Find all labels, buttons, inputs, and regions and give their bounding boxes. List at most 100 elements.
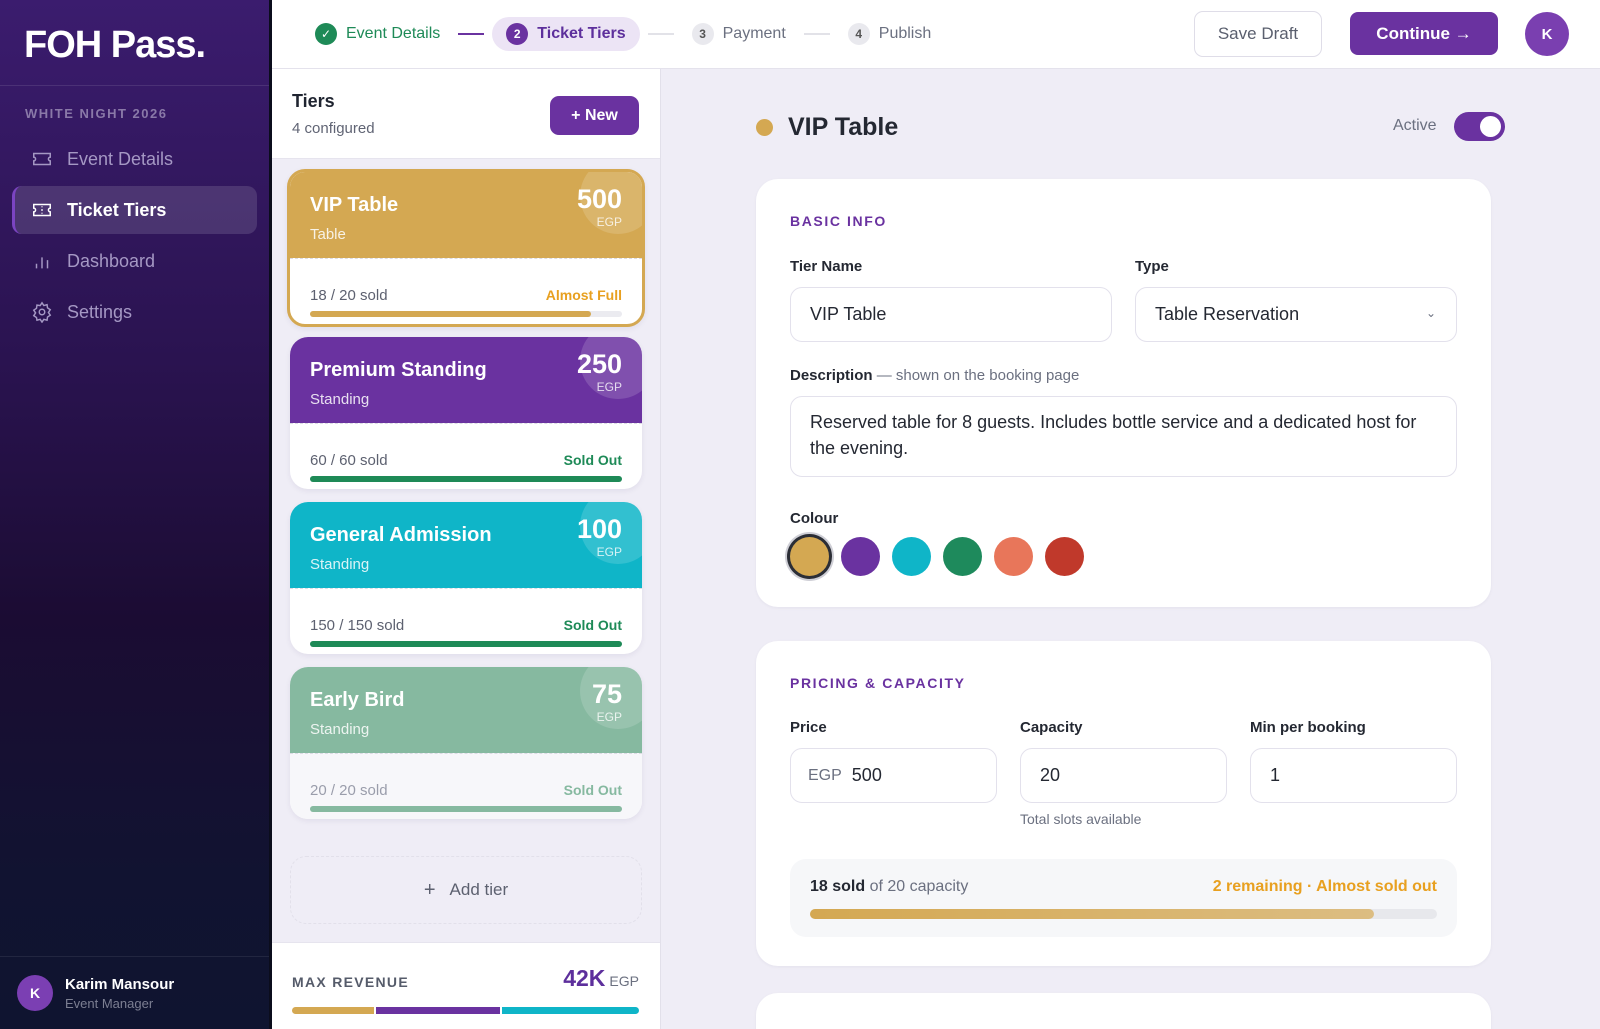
tier-card-header: Premium Standing Standing 250 EGP — [290, 337, 642, 423]
tier-sold: 60 / 60 sold — [310, 452, 388, 469]
tier-card[interactable]: VIP Table Table 500 EGP 18 / 20 sold Alm… — [287, 169, 645, 327]
step-payment[interactable]: 3 Payment — [682, 17, 796, 51]
chevron-down-icon: ⌄ — [1425, 306, 1436, 320]
step-ticket-tiers[interactable]: 2 Ticket Tiers — [492, 17, 640, 51]
step-connector — [458, 33, 485, 35]
tier-sold: 20 / 20 sold — [310, 782, 388, 799]
tier-progress-bar — [310, 311, 622, 317]
colour-swatch[interactable] — [892, 537, 931, 576]
tier-name: VIP Table — [310, 194, 399, 216]
plus-icon: + — [423, 878, 436, 901]
tier-status-badge: Almost Full — [545, 287, 622, 303]
tier-progress-bar — [310, 806, 622, 812]
tier-card-header: General Admission Standing 100 EGP — [290, 502, 642, 588]
type-label: Type — [1135, 258, 1169, 275]
tier-status-badge: Sold Out — [563, 452, 622, 468]
section-title: BASIC INFO — [790, 213, 887, 229]
tier-card-footer: 150 / 150 sold Sold Out — [290, 588, 642, 654]
gear-icon — [32, 301, 52, 323]
basic-info-panel: BASIC INFO Tier Name VIP Table Type Tabl… — [756, 179, 1491, 607]
pricing-panel: PRICING & CAPACITY Price EGP 500 Capacit… — [756, 641, 1491, 966]
tier-price: 100 EGP — [576, 514, 622, 560]
sold-summary: 18 sold of 20 capacity — [810, 878, 969, 895]
step-number: 2 — [506, 23, 529, 45]
sidebar-item-label: Dashboard — [67, 250, 156, 271]
tier-color-dot — [756, 119, 773, 136]
sidebar-item-ticket-tiers[interactable]: Ticket Tiers — [12, 186, 257, 234]
step-event-details[interactable]: ✓ Event Details — [315, 17, 450, 51]
currency-prefix: EGP — [808, 766, 842, 784]
revenue-segment — [376, 1007, 500, 1014]
user-profile[interactable]: K Karim Mansour Event Manager — [0, 956, 269, 1029]
tier-card[interactable]: Early Bird Standing 75 EGP 20 / 20 sold … — [290, 667, 642, 819]
tier-name: Early Bird — [310, 689, 405, 711]
step-publish[interactable]: 4 Publish — [838, 17, 941, 51]
colour-swatch[interactable] — [790, 537, 829, 576]
user-role: Event Manager — [65, 995, 154, 1011]
sidebar-item-event-details[interactable]: Event Details — [12, 135, 257, 183]
avatar[interactable]: K — [1525, 12, 1569, 56]
capacity-label: Capacity — [1020, 719, 1083, 736]
tier-card-header: Early Bird Standing 75 EGP — [290, 667, 642, 753]
colour-swatch[interactable] — [841, 537, 880, 576]
step-label: Event Details — [346, 25, 441, 42]
step-label: Payment — [722, 25, 786, 42]
step-connector — [803, 33, 830, 35]
next-panel — [756, 993, 1491, 1029]
event-name-label: WHITE NIGHT 2026 — [25, 106, 168, 121]
tiers-panel: Tiers 4 configured + New VIP Table Table… — [272, 69, 661, 1029]
logo: FOH Pass. — [0, 0, 269, 86]
sidebar-nav: Event Details Ticket Tiers Dashboard Set… — [0, 135, 269, 336]
tier-name-input[interactable]: VIP Table — [790, 287, 1112, 342]
tier-price: 500 EGP — [576, 184, 622, 230]
colour-picker — [790, 537, 1084, 576]
colour-swatch[interactable] — [1045, 537, 1084, 576]
tier-name: Premium Standing — [310, 359, 487, 381]
min-per-booking-label: Min per booking — [1250, 719, 1366, 736]
price-input[interactable]: EGP 500 — [790, 748, 997, 803]
tier-price: 250 EGP — [576, 349, 622, 395]
revenue-segment — [501, 1007, 639, 1014]
tiers-header: Tiers 4 configured + New — [272, 69, 660, 159]
active-label: Active — [1393, 117, 1437, 134]
tier-type: Table — [310, 226, 346, 243]
user-name: Karim Mansour — [65, 975, 175, 993]
sidebar-item-label: Ticket Tiers — [67, 199, 167, 220]
save-draft-button[interactable]: Save Draft — [1194, 11, 1322, 57]
remaining-status: 2 remaining · Almost sold out — [1212, 878, 1437, 895]
editor-title: VIP Table — [788, 113, 899, 141]
add-tier-button[interactable]: + Add tier — [290, 856, 642, 924]
sidebar-item-label: Event Details — [67, 148, 174, 169]
tier-card-footer: 18 / 20 sold Almost Full — [290, 258, 642, 324]
tier-card[interactable]: Premium Standing Standing 250 EGP 60 / 6… — [290, 337, 642, 489]
sidebar-item-settings[interactable]: Settings — [12, 288, 257, 336]
max-revenue-label: MAX REVENUE — [292, 974, 409, 990]
toggle-knob — [1480, 116, 1501, 137]
revenue-breakdown-bar — [292, 1007, 639, 1014]
sidebar-item-dashboard[interactable]: Dashboard — [12, 237, 257, 285]
capacity-hint: Total slots available — [1020, 811, 1142, 827]
add-tier-label: Add tier — [449, 880, 509, 899]
max-revenue-value: 42K EGP — [563, 965, 639, 991]
tier-card-footer: 20 / 20 sold Sold Out — [290, 753, 642, 819]
price-value: 500 — [851, 765, 882, 785]
tier-card[interactable]: General Admission Standing 100 EGP 150 /… — [290, 502, 642, 654]
max-revenue: MAX REVENUE 42K EGP — [272, 942, 660, 1029]
new-tier-button[interactable]: + New — [550, 96, 639, 135]
tier-sold: 18 / 20 sold — [310, 287, 388, 304]
capacity-input[interactable]: 20 — [1020, 748, 1227, 803]
ticket-icon — [33, 203, 51, 217]
step-label: Publish — [878, 25, 932, 42]
avatar: K — [17, 975, 53, 1011]
colour-swatch[interactable] — [994, 537, 1033, 576]
revenue-segment — [292, 1007, 375, 1014]
price-label: Price — [790, 719, 827, 736]
tiers-title: Tiers — [292, 91, 335, 111]
min-per-booking-input[interactable]: 1 — [1250, 748, 1457, 803]
description-textarea[interactable]: Reserved table for 8 guests. Includes bo… — [790, 396, 1457, 477]
tier-progress-bar — [310, 641, 622, 647]
continue-button[interactable]: Continue → — [1350, 12, 1498, 55]
active-toggle[interactable] — [1454, 112, 1505, 141]
type-select[interactable]: Table Reservation ⌄ — [1135, 287, 1457, 342]
colour-swatch[interactable] — [943, 537, 982, 576]
